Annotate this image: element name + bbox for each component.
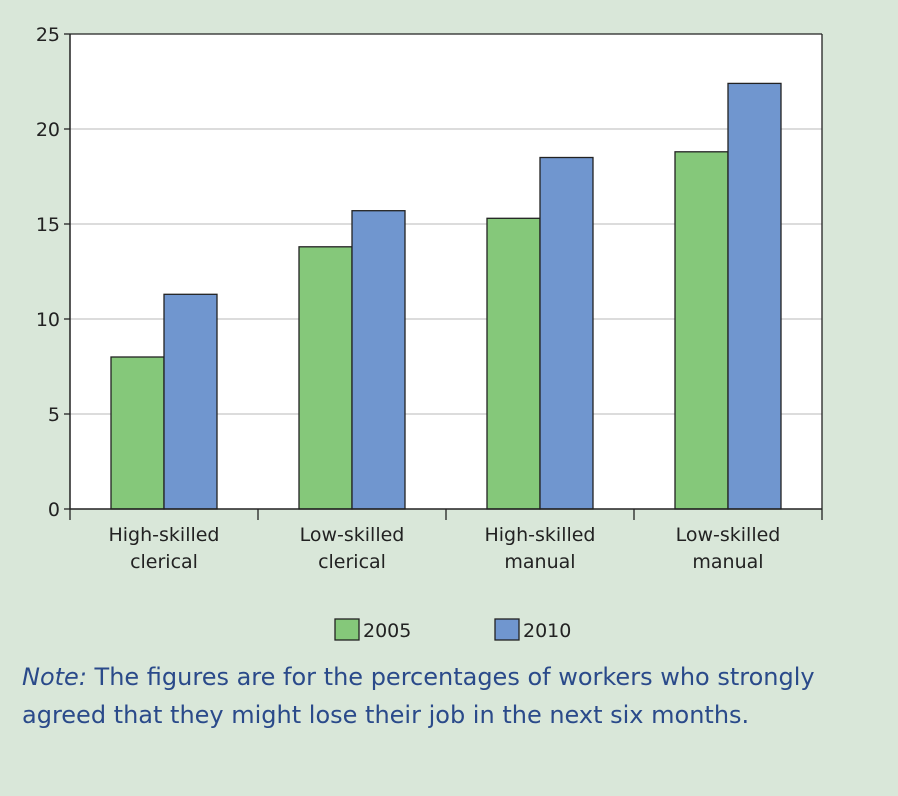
bar-2005-3 <box>486 217 541 510</box>
bar-2005-1 <box>110 356 165 510</box>
bar-2005-4 <box>674 151 729 510</box>
x-category-label: manual <box>504 551 575 573</box>
legend-label-2010: 2010 <box>523 620 571 642</box>
bars <box>110 82 782 510</box>
y-tick-label: 10 <box>36 309 60 331</box>
y-tick-label: 15 <box>36 214 60 236</box>
axes <box>64 33 823 520</box>
bar-2010-4 <box>727 82 782 510</box>
x-category-label: Low-skilled <box>300 524 405 546</box>
x-category-label: manual <box>692 551 763 573</box>
bar-2010-2 <box>351 210 406 510</box>
legend-swatch-2010 <box>494 618 520 641</box>
figure-note: Note: The figures are for the percentage… <box>22 658 882 734</box>
legend: 2005 2010 <box>334 618 571 642</box>
y-tick-label: 0 <box>48 499 60 521</box>
y-tick-label: 25 <box>36 24 60 46</box>
y-tick-label: 20 <box>36 119 60 141</box>
y-tick-labels: 0 5 10 15 20 25 <box>36 24 60 521</box>
note-label: Note: <box>22 663 87 691</box>
x-category-label: clerical <box>318 551 386 573</box>
note-text: The figures are for the percentages of w… <box>22 663 815 729</box>
bar-2010-3 <box>539 156 594 510</box>
bar-2005-2 <box>298 246 353 510</box>
x-category-label: Low-skilled <box>676 524 781 546</box>
x-category-label: clerical <box>130 551 198 573</box>
x-category-labels: High-skilled clerical Low-skilled clerical H… <box>108 524 780 573</box>
legend-swatch-2005 <box>334 618 360 641</box>
bar-2010-1 <box>163 293 218 510</box>
x-category-label: High-skilled <box>108 524 219 546</box>
legend-label-2005: 2005 <box>363 620 411 642</box>
bar-chart: 0 5 10 15 20 25 High-skilled clerical Low-skill… <box>36 24 823 642</box>
x-category-label: High-skilled <box>484 524 595 546</box>
y-tick-label: 5 <box>48 404 60 426</box>
